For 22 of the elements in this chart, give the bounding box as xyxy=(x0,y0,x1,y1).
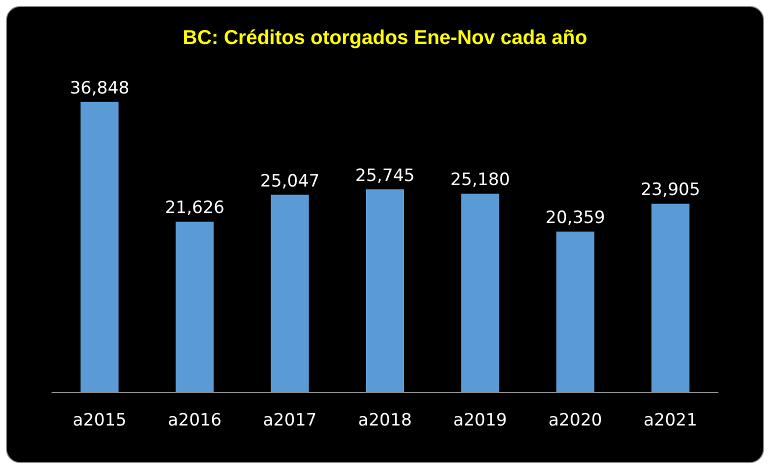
data-label: 20,359 xyxy=(546,208,606,228)
bar xyxy=(651,204,690,392)
x-tick-label: a2015 xyxy=(72,410,126,430)
chart-title: BC: Créditos otorgados Ene-Nov cada año xyxy=(182,27,588,49)
data-label: 25,180 xyxy=(450,170,510,190)
x-tick-label: a2016 xyxy=(168,410,222,430)
bar xyxy=(461,194,500,392)
x-tick-label: a2019 xyxy=(453,410,507,430)
bar xyxy=(176,222,214,392)
x-tick-label: a2017 xyxy=(263,410,317,430)
x-tick-label: a2021 xyxy=(644,410,698,430)
data-label: 25,745 xyxy=(355,166,415,186)
bar xyxy=(366,189,404,392)
data-label: 25,047 xyxy=(260,171,320,192)
data-label: 21,626 xyxy=(164,198,224,218)
bar xyxy=(270,194,309,392)
bar xyxy=(80,102,119,392)
data-label: 23,905 xyxy=(640,180,700,200)
data-label: 36,848 xyxy=(70,78,130,98)
x-tick-label: a2020 xyxy=(548,410,602,430)
x-tick-label: a2018 xyxy=(358,410,412,430)
bar xyxy=(556,232,594,392)
